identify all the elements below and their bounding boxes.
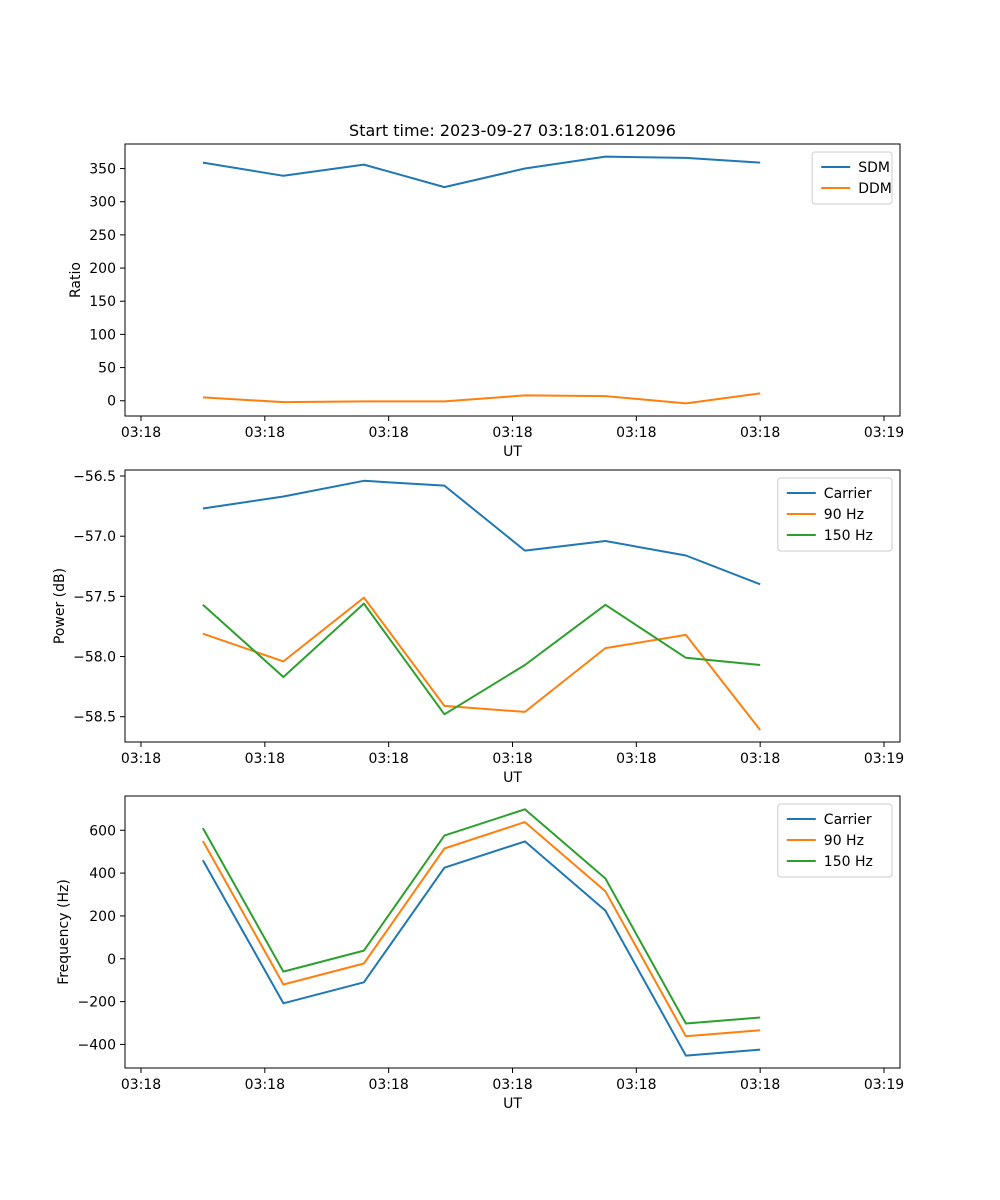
y-tick-label: −57.0: [73, 529, 116, 545]
legend: Carrier 90 Hz 150 Hz: [777, 803, 893, 878]
x-tick-label: 03:18: [492, 425, 532, 441]
panel-1: 03:18 03:18 03:18 03:18 03:18 03:18 03:19 0 50 10…: [68, 121, 904, 460]
y-tick-label: −58.0: [73, 650, 116, 666]
series-line-carrier: [202, 479, 761, 586]
x-tick-label: 03:18: [245, 751, 285, 767]
series-line-90-hz: [202, 596, 761, 731]
legend-label: 150 Hz: [824, 854, 873, 870]
x-tick-label: 03:18: [121, 425, 161, 441]
y-axis-label: Power (dB): [52, 568, 68, 644]
series-line-150-hz: [202, 602, 761, 716]
y-tick-label: 350: [89, 162, 116, 178]
legend: Carrier 90 Hz 150 Hz: [777, 477, 893, 552]
y-tick-label: 250: [89, 228, 116, 244]
legend-label: Carrier: [824, 812, 872, 828]
legend-label: Carrier: [824, 486, 872, 502]
x-tick-label: 03:19: [864, 1077, 904, 1093]
panel-3: 03:18 03:18 03:18 03:18 03:18 03:18 03:19 −400 −…: [56, 795, 904, 1112]
y-tick-label: −56.5: [73, 469, 116, 485]
y-tick-label: −58.5: [73, 710, 116, 726]
x-tick-label: 03:18: [616, 425, 656, 441]
legend-label: SDM: [858, 160, 890, 176]
x-tick-label: 03:19: [864, 425, 904, 441]
x-tick-label: 03:18: [245, 425, 285, 441]
x-tick-label: 03:18: [245, 1077, 285, 1093]
chart-title: Start time: 2023-09-27 03:18:01.612096: [349, 121, 676, 140]
x-tick-label: 03:18: [368, 1077, 408, 1093]
x-tick-label: 03:18: [740, 425, 780, 441]
series-line-carrier: [202, 840, 761, 1057]
legend-label: 150 Hz: [824, 528, 873, 544]
x-tick-label: 03:18: [492, 751, 532, 767]
legend-box: [777, 477, 893, 552]
y-tick-label: 150: [89, 294, 116, 310]
y-tick-label: 200: [89, 909, 116, 925]
y-tick-label: 100: [89, 327, 116, 343]
legend-label: 90 Hz: [824, 833, 864, 849]
series-line-ddm: [202, 392, 761, 405]
legend-label: 90 Hz: [824, 507, 864, 523]
x-axis-label: UT: [503, 770, 522, 786]
panel-2: 03:18 03:18 03:18 03:18 03:18 03:18 03:19 −58.5…: [52, 469, 904, 786]
x-tick-label: 03:19: [864, 751, 904, 767]
legend: SDM DDM: [811, 151, 893, 205]
series-line-90-hz: [202, 821, 761, 1038]
x-tick-label: 03:18: [492, 1077, 532, 1093]
y-tick-label: 0: [107, 952, 116, 968]
x-tick-label: 03:18: [121, 1077, 161, 1093]
axes-frame: [124, 143, 901, 417]
legend-box: [811, 151, 893, 205]
y-tick-label: −200: [78, 995, 116, 1011]
x-axis-label: UT: [503, 444, 522, 460]
y-tick-label: −400: [78, 1037, 116, 1053]
legend-box: [777, 803, 893, 878]
x-tick-label: 03:18: [368, 425, 408, 441]
y-tick-label: 200: [89, 261, 116, 277]
series-line-150-hz: [202, 808, 761, 1025]
y-axis-label: Frequency (Hz): [56, 879, 72, 985]
y-tick-label: 400: [89, 866, 116, 882]
y-tick-label: 300: [89, 195, 116, 211]
x-tick-label: 03:18: [121, 751, 161, 767]
legend-label: DDM: [858, 181, 892, 197]
x-tick-label: 03:18: [616, 1077, 656, 1093]
x-axis-label: UT: [503, 1096, 522, 1112]
y-axis-label: Ratio: [68, 262, 84, 298]
series-line-sdm: [202, 155, 761, 189]
x-tick-label: 03:18: [740, 751, 780, 767]
y-tick-label: 0: [107, 394, 116, 410]
y-tick-label: 50: [98, 361, 116, 377]
y-tick-label: −57.5: [73, 589, 116, 605]
y-tick-label: 600: [89, 823, 116, 839]
x-tick-label: 03:18: [616, 751, 656, 767]
x-tick-label: 03:18: [740, 1077, 780, 1093]
x-tick-label: 03:18: [368, 751, 408, 767]
